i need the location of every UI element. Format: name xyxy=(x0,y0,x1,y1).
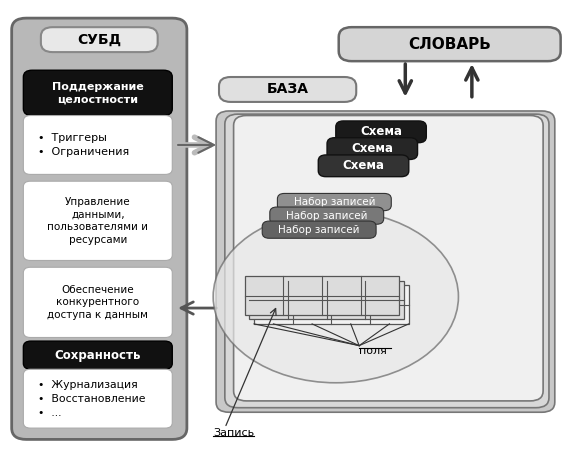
FancyBboxPatch shape xyxy=(234,116,543,401)
FancyBboxPatch shape xyxy=(225,114,549,408)
Bar xyxy=(245,276,399,315)
Text: Поддержание
целостности: Поддержание целостности xyxy=(52,82,144,104)
FancyBboxPatch shape xyxy=(23,369,172,428)
Text: БАЗА: БАЗА xyxy=(267,82,308,96)
FancyBboxPatch shape xyxy=(277,193,391,211)
Text: Запись: Запись xyxy=(213,428,254,438)
Text: Набор записей: Набор записей xyxy=(286,211,367,221)
FancyBboxPatch shape xyxy=(318,155,409,177)
Text: Обеспечение
конкурентного
доступа к данным: Обеспечение конкурентного доступа к данн… xyxy=(47,284,148,320)
Text: Схема: Схема xyxy=(343,159,384,172)
FancyBboxPatch shape xyxy=(23,181,172,260)
Text: Схема: Схема xyxy=(360,125,402,138)
Text: •  Триггеры
•  Ограничения: • Триггеры • Ограничения xyxy=(38,133,129,157)
FancyBboxPatch shape xyxy=(41,27,158,52)
Text: Набор записей: Набор записей xyxy=(294,197,375,207)
FancyBboxPatch shape xyxy=(339,27,561,61)
FancyBboxPatch shape xyxy=(219,77,356,102)
Text: СЛОВАРЬ: СЛОВАРЬ xyxy=(408,37,491,52)
Text: Управление
данными,
пользователями и
ресурсами: Управление данными, пользователями и рес… xyxy=(47,197,148,245)
FancyBboxPatch shape xyxy=(262,221,376,238)
Bar xyxy=(249,281,404,319)
Text: Схема: Схема xyxy=(352,142,393,155)
FancyBboxPatch shape xyxy=(23,116,172,174)
FancyBboxPatch shape xyxy=(23,341,172,369)
Ellipse shape xyxy=(213,211,458,383)
Text: Сохранность: Сохранность xyxy=(54,349,141,361)
Text: поля: поля xyxy=(359,346,387,356)
Text: СУБД: СУБД xyxy=(77,33,121,47)
FancyBboxPatch shape xyxy=(336,121,426,143)
FancyBboxPatch shape xyxy=(23,70,172,116)
FancyBboxPatch shape xyxy=(23,267,172,337)
FancyBboxPatch shape xyxy=(216,111,555,412)
Text: •  Журнализация
•  Восстановление
•  ...: • Журнализация • Восстановление • ... xyxy=(38,380,145,418)
Text: Набор записей: Набор записей xyxy=(279,225,360,235)
FancyBboxPatch shape xyxy=(270,207,384,224)
FancyBboxPatch shape xyxy=(327,138,418,159)
Bar xyxy=(254,285,409,324)
FancyBboxPatch shape xyxy=(12,18,187,439)
